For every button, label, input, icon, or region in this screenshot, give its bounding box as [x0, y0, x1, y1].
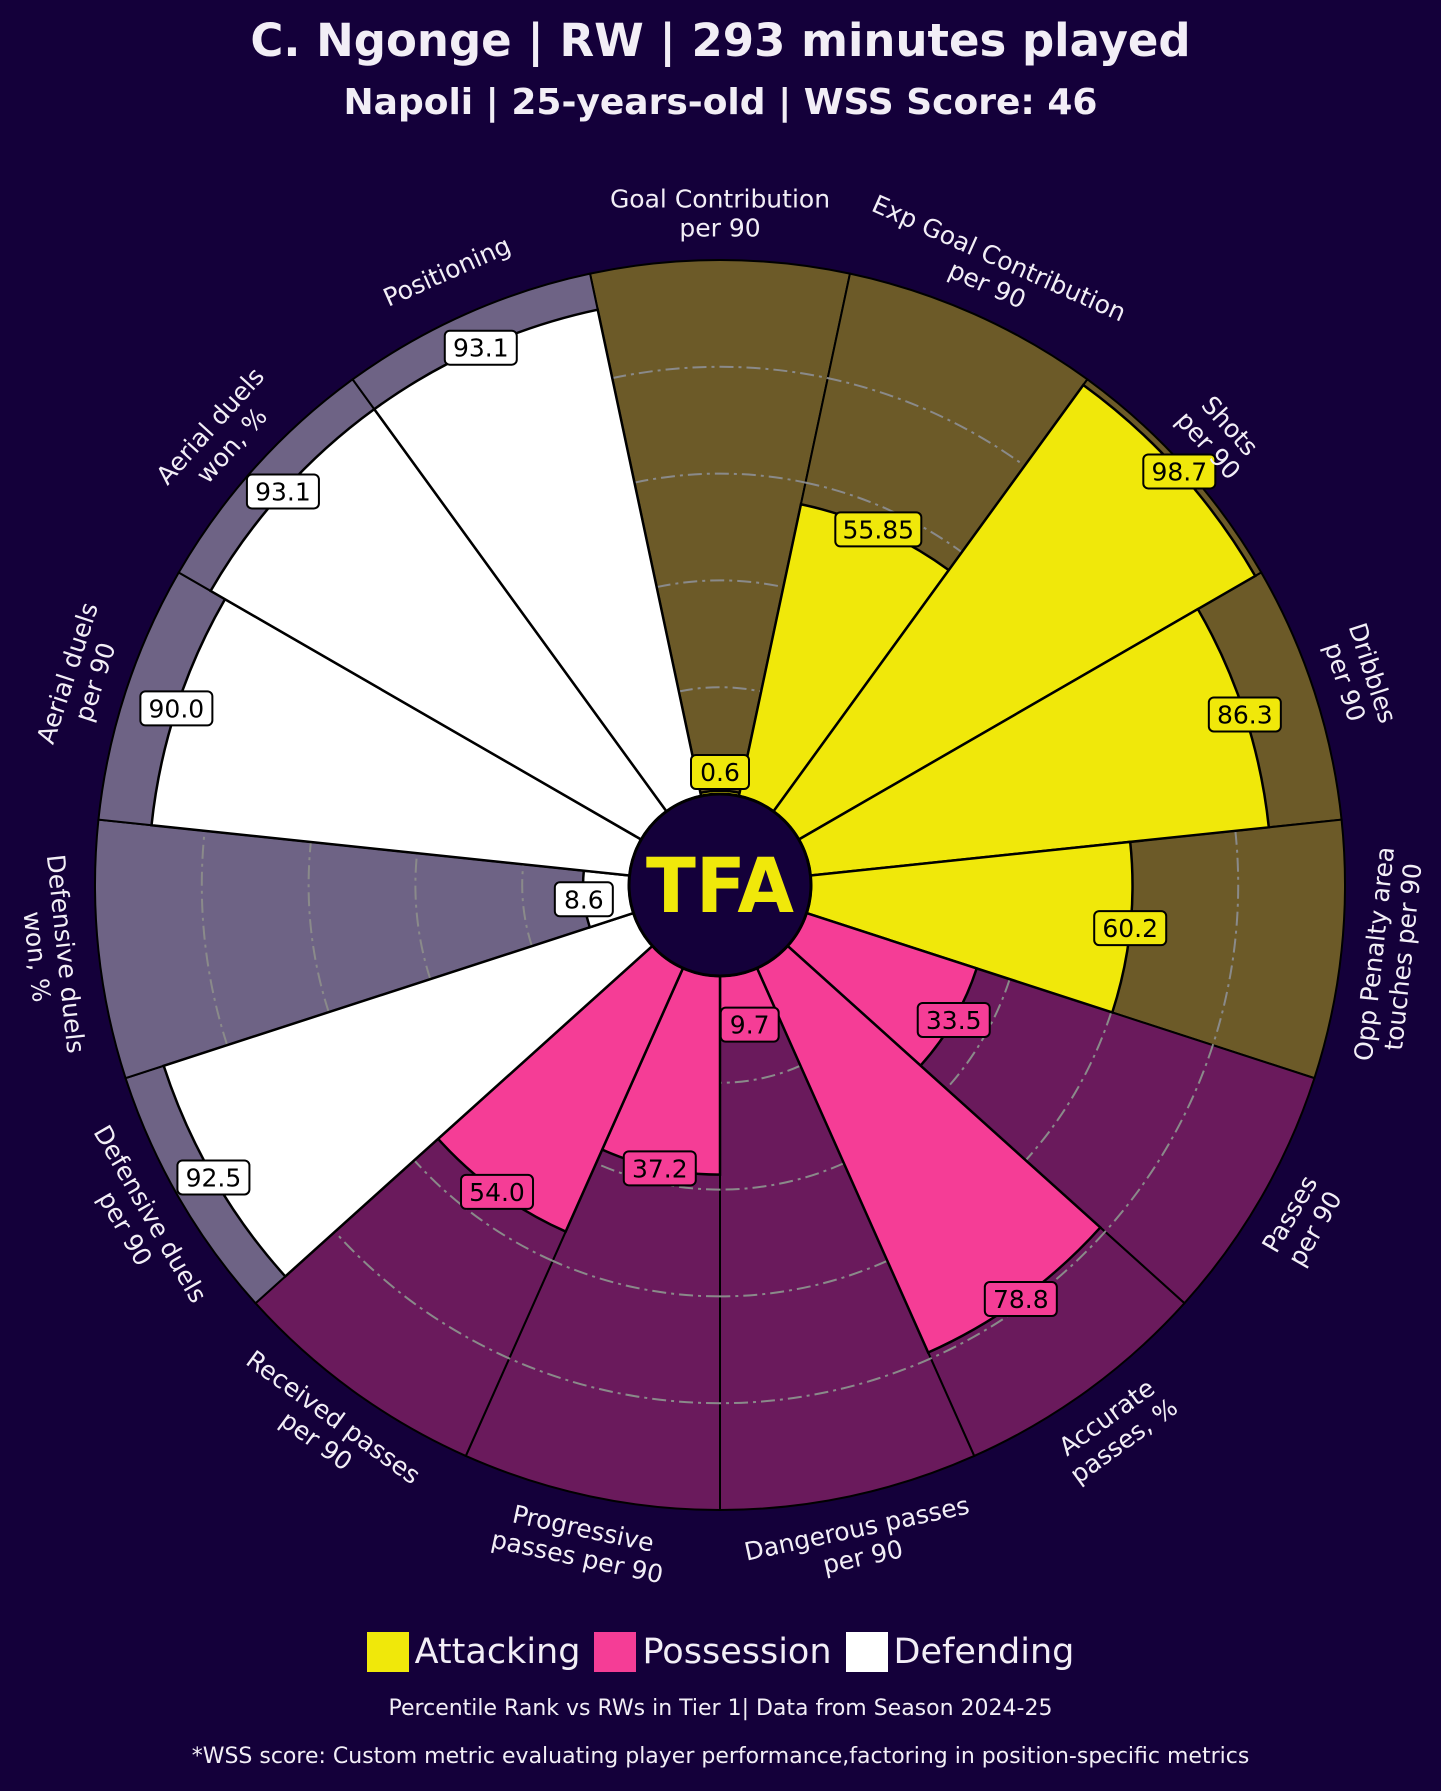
legend-label: Defending [893, 1632, 1075, 1672]
value-label: 9.7 [719, 1006, 780, 1043]
value-label: 93.1 [245, 473, 320, 510]
gridline [612, 365, 828, 380]
legend-swatch-defending [845, 1632, 888, 1672]
gridline [827, 377, 1026, 467]
value-label-text: 55.85 [843, 515, 915, 544]
value-label-text: 98.7 [1151, 457, 1207, 486]
value-label-box [719, 1006, 780, 1043]
value-label: 90.0 [139, 690, 214, 727]
value-label-text: 78.8 [993, 1285, 1049, 1314]
value-label-text: 86.3 [1217, 700, 1273, 729]
value-label: 60.2 [1093, 910, 1168, 947]
gridline [805, 481, 963, 553]
value-label-text: 60.2 [1102, 914, 1158, 943]
chart-subtitle: Napoli | 25-years-old | WSS Score: 46 [343, 82, 1098, 123]
value-label-text: 37.2 [632, 1154, 688, 1183]
footer-wss-note: *WSS score: Custom metric evaluating pla… [191, 1744, 1250, 1769]
gridline [719, 1357, 932, 1405]
value-label: 33.5 [916, 1001, 991, 1038]
value-label-text: 93.1 [255, 477, 311, 506]
center-hole [627, 792, 813, 978]
value-label-box [690, 754, 750, 790]
footer-note: Percentile Rank vs RWs in Tier 1| Data f… [388, 1696, 1053, 1721]
value-label-box [1093, 910, 1168, 947]
gridline [1104, 1044, 1214, 1233]
value-label-box [443, 329, 518, 366]
value-label-text: 90.0 [149, 694, 205, 723]
gridline [678, 686, 762, 693]
value-label-box [1207, 696, 1282, 733]
value-label-text: 8.6 [564, 885, 604, 914]
gridline [1211, 830, 1240, 1046]
value-label: 0.6 [690, 754, 750, 790]
value-label: 78.8 [983, 1281, 1058, 1318]
value-label-box [916, 1001, 991, 1038]
value-labels: 0.6 55.85 98.7 86.3 60.2 33.5 78.8 9.7 37.2 54.0 9… [139, 329, 1282, 1318]
value-label-text: 9.7 [730, 1011, 770, 1040]
metric-label: Positioning [379, 231, 515, 313]
legend-swatch-attacking [366, 1632, 409, 1672]
value-label-box [1142, 453, 1217, 490]
value-label: 92.5 [176, 1159, 251, 1196]
legend-label: Attacking [414, 1632, 581, 1672]
value-label-box [139, 690, 214, 727]
gridline [521, 864, 533, 947]
value-label-box [553, 881, 614, 918]
gridline [414, 853, 432, 980]
value-label-text: 33.5 [926, 1006, 982, 1035]
metric-label-line: per 90 [679, 214, 760, 243]
value-label: 86.3 [1207, 696, 1282, 733]
value-label: 37.2 [622, 1150, 697, 1187]
value-label-text: 93.1 [453, 334, 509, 363]
gridline [1024, 1011, 1113, 1161]
metric-label: Defensive duelswon, % [12, 853, 91, 1058]
metric-label-line: Goal Contribution [610, 185, 830, 214]
gridline [552, 1259, 721, 1298]
gridline [719, 1162, 845, 1191]
legend: Attacking Possession Defending [0, 1632, 1441, 1672]
tfa-logo: TFA [646, 841, 794, 930]
value-label: 55.85 [834, 511, 923, 548]
legend-swatch-possession [594, 1632, 637, 1672]
legend-item-attacking: Attacking [366, 1632, 581, 1672]
metric-label: Opp Penalty areatouches per 90 [1349, 845, 1429, 1065]
value-label-text: 0.6 [700, 758, 740, 787]
metric-label: Goal Contribution per 90 [610, 185, 830, 243]
gridline [508, 1357, 721, 1405]
metric-label-line: Positioning [379, 231, 515, 313]
value-label-box [834, 511, 923, 548]
legend-item-defending: Defending [845, 1632, 1075, 1672]
gridline [413, 1159, 554, 1262]
value-label-box [245, 473, 320, 510]
value-label: 93.1 [443, 329, 518, 366]
value-label: 54.0 [460, 1173, 535, 1210]
gridline [200, 830, 229, 1046]
value-label: 8.6 [553, 881, 614, 918]
value-label-text: 92.5 [186, 1163, 242, 1192]
gridline [307, 841, 330, 1013]
value-label-box [460, 1173, 535, 1210]
legend-label: Possession [642, 1632, 832, 1672]
value-label-text: 54.0 [469, 1178, 525, 1207]
gridline [334, 1231, 510, 1360]
value-label-box [176, 1159, 251, 1196]
slice-values [150, 308, 1271, 1355]
legend-item-possession: Possession [594, 1632, 832, 1672]
chart-title: C. Ngonge | RW | 293 minutes played [250, 14, 1191, 67]
metric-label: Passesper 90 [1256, 1170, 1348, 1272]
value-label-box [622, 1150, 697, 1187]
metric-label: Progressivepasses per 90 [489, 1496, 672, 1589]
gridline [719, 1259, 888, 1298]
gridline [634, 472, 806, 484]
metric-label: Dribblesper 90 [1315, 619, 1402, 735]
value-label: 98.7 [1142, 453, 1217, 490]
gridline [656, 579, 784, 589]
gridline [719, 1064, 801, 1084]
value-label-box [983, 1281, 1058, 1318]
